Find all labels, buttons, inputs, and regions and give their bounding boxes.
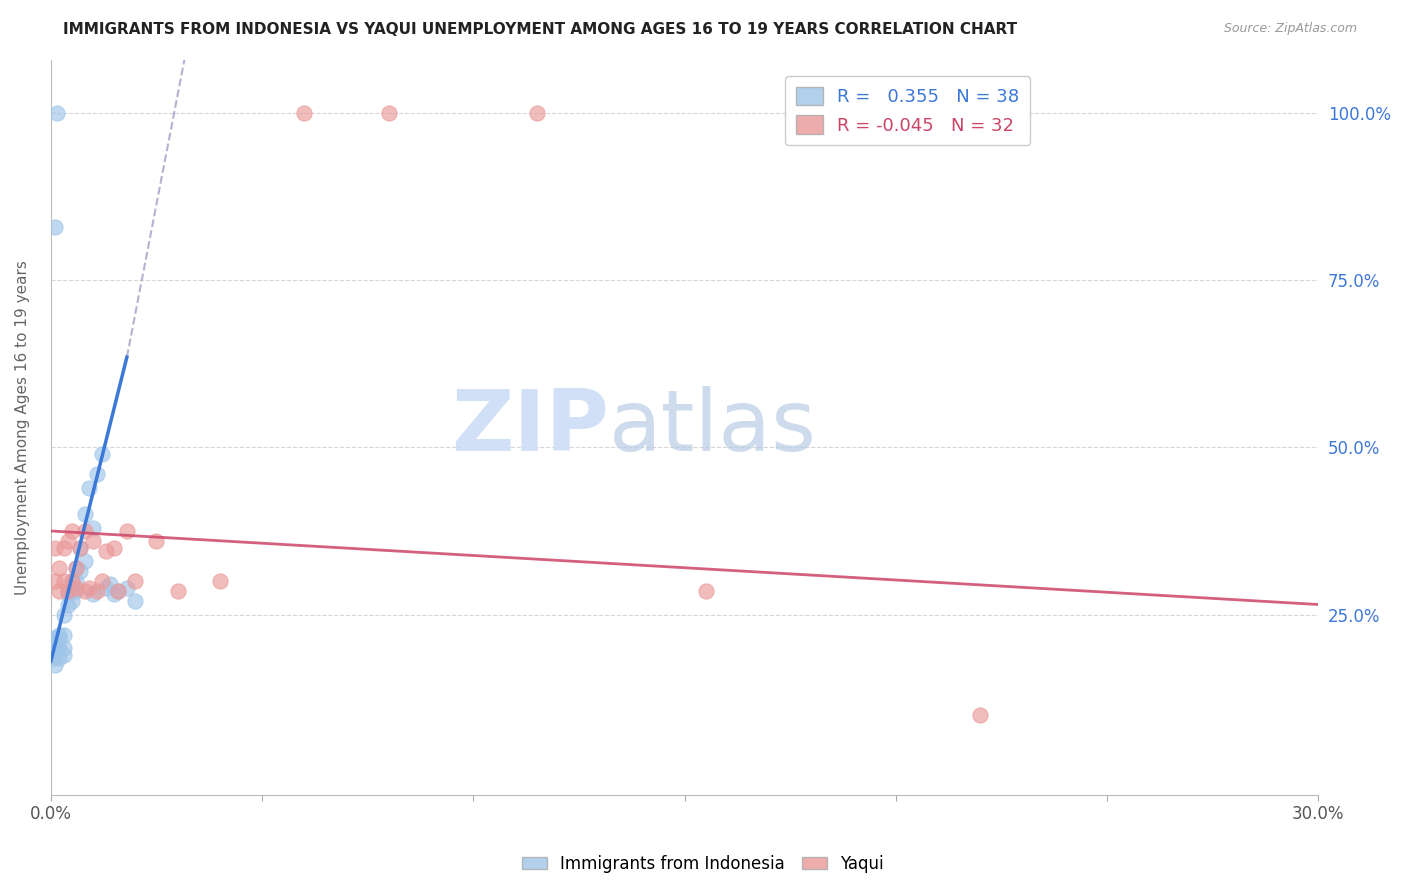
Point	[48, 560, 70, 574]
Point	[48, 651, 70, 665]
Point	[94, 544, 117, 558]
Point	[56, 533, 79, 548]
Point	[52, 574, 75, 588]
Point	[526, 106, 548, 120]
Point	[46, 640, 69, 655]
Point	[86, 584, 108, 599]
Point	[124, 594, 146, 608]
Point	[44, 541, 66, 555]
Point	[103, 541, 125, 555]
Point	[44, 631, 66, 645]
Point	[60, 584, 83, 599]
Point	[56, 587, 79, 601]
Point	[56, 598, 79, 612]
Point	[44, 644, 66, 658]
Point	[124, 574, 146, 588]
Point	[98, 577, 121, 591]
Point	[90, 447, 112, 461]
Point	[695, 584, 717, 599]
Point	[48, 640, 70, 655]
Point	[69, 541, 91, 555]
Point	[73, 524, 96, 538]
Point	[145, 533, 167, 548]
Point	[166, 584, 188, 599]
Point	[86, 467, 108, 482]
Point	[82, 521, 104, 535]
Point	[969, 707, 991, 722]
Point	[44, 574, 66, 588]
Point	[60, 574, 83, 588]
Point	[42, 651, 65, 665]
Point	[115, 581, 138, 595]
Point	[65, 581, 87, 595]
Point	[77, 481, 100, 495]
Point	[65, 560, 87, 574]
Point	[60, 524, 83, 538]
Point	[60, 594, 83, 608]
Point	[107, 584, 129, 599]
Legend: Immigrants from Indonesia, Yaqui: Immigrants from Indonesia, Yaqui	[516, 848, 890, 880]
Point	[208, 574, 231, 588]
Point	[82, 533, 104, 548]
Point	[65, 574, 87, 588]
Legend: R =   0.355   N = 38, R = -0.045   N = 32: R = 0.355 N = 38, R = -0.045 N = 32	[785, 76, 1031, 145]
Text: atlas: atlas	[609, 386, 817, 469]
Point	[44, 657, 66, 672]
Point	[115, 524, 138, 538]
Point	[73, 584, 96, 599]
Point	[378, 106, 401, 120]
Point	[52, 627, 75, 641]
Point	[103, 587, 125, 601]
Point	[60, 574, 83, 588]
Point	[69, 541, 91, 555]
Point	[73, 554, 96, 568]
Point	[56, 584, 79, 599]
Point	[90, 574, 112, 588]
Point	[48, 627, 70, 641]
Point	[73, 508, 96, 522]
Point	[44, 219, 66, 234]
Point	[77, 581, 100, 595]
Text: ZIP: ZIP	[451, 386, 609, 469]
Text: IMMIGRANTS FROM INDONESIA VS YAQUI UNEMPLOYMENT AMONG AGES 16 TO 19 YEARS CORREL: IMMIGRANTS FROM INDONESIA VS YAQUI UNEMP…	[63, 22, 1018, 37]
Point	[65, 584, 87, 599]
Point	[65, 560, 87, 574]
Point	[48, 631, 70, 645]
Text: Source: ZipAtlas.com: Source: ZipAtlas.com	[1223, 22, 1357, 36]
Point	[82, 587, 104, 601]
Point	[52, 541, 75, 555]
Point	[52, 640, 75, 655]
Point	[46, 106, 69, 120]
Point	[52, 648, 75, 662]
Point	[69, 564, 91, 578]
Point	[292, 106, 315, 120]
Point	[48, 584, 70, 599]
Y-axis label: Unemployment Among Ages 16 to 19 years: Unemployment Among Ages 16 to 19 years	[15, 260, 30, 595]
Point	[94, 581, 117, 595]
Point	[107, 584, 129, 599]
Point	[52, 607, 75, 622]
